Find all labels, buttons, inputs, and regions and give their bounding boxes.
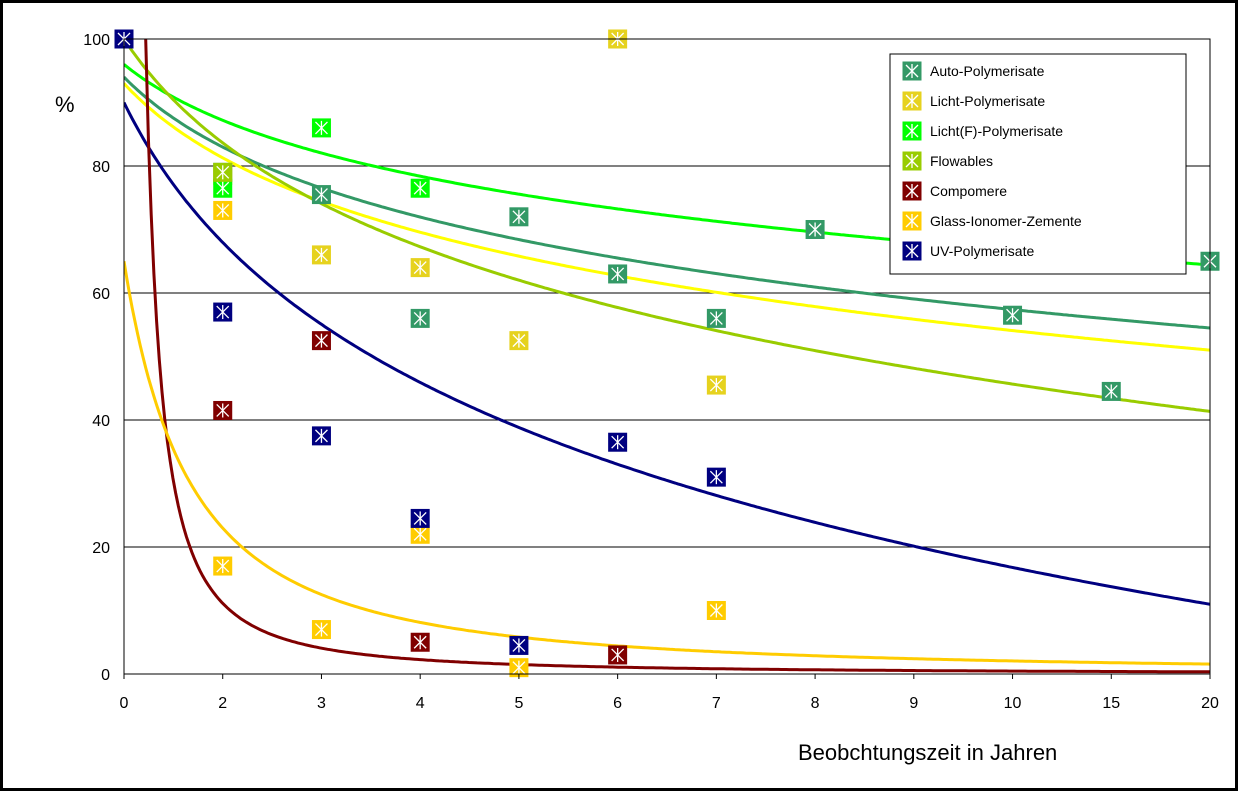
point-licht-polymerisate bbox=[311, 245, 331, 265]
legend-marker bbox=[902, 61, 922, 81]
y-tick-label: 100 bbox=[83, 32, 110, 49]
legend-label: UV-Polymerisate bbox=[930, 243, 1034, 259]
legend-label: Compomere bbox=[930, 183, 1007, 199]
trendline-glass-ionomer-zemente bbox=[124, 261, 1210, 666]
legend-item-licht-polymerisate: Licht-Polymerisate bbox=[902, 91, 1045, 111]
point-auto-polymerisate bbox=[1003, 305, 1023, 325]
y-axis-label: % bbox=[55, 92, 75, 117]
legend-item-flowables: Flowables bbox=[902, 151, 993, 171]
x-tick-label: 3 bbox=[317, 695, 326, 712]
legend-marker bbox=[902, 91, 922, 111]
x-tick-label: 5 bbox=[514, 695, 523, 712]
point-auto-polymerisate bbox=[311, 185, 331, 205]
x-tick-label: 4 bbox=[416, 695, 425, 712]
x-tick-label: 0 bbox=[120, 695, 129, 712]
legend-item-uv-polymerisate: UV-Polymerisate bbox=[902, 241, 1034, 261]
trendline-compomere bbox=[144, 39, 1210, 674]
legend-box bbox=[889, 53, 1187, 275]
legend-item-licht-f-polymerisate: Licht(F)-Polymerisate bbox=[902, 121, 1063, 141]
trendline-auto-polymerisate bbox=[124, 76, 1210, 330]
plot-area-border bbox=[123, 38, 1211, 675]
legend-label: Glass-Ionomer-Zemente bbox=[930, 213, 1082, 229]
legend-label: Licht-Polymerisate bbox=[930, 93, 1045, 109]
x-tick-label: 6 bbox=[613, 695, 622, 712]
point-uv-polymerisate bbox=[608, 432, 628, 452]
legend-marker bbox=[902, 181, 922, 201]
point-uv-polymerisate bbox=[213, 302, 233, 322]
x-tick-label: 10 bbox=[1004, 695, 1022, 712]
point-glass-ionomer-zemente bbox=[706, 601, 726, 620]
trendline-flowables bbox=[124, 39, 1210, 413]
point-compomere bbox=[410, 632, 430, 652]
point-licht-f-polymerisate bbox=[311, 118, 331, 138]
point-auto-polymerisate bbox=[608, 264, 628, 284]
legend: Auto-Polymerisate Licht-Polymerisate Licht… bbox=[889, 53, 1187, 275]
legend-marker bbox=[902, 121, 922, 141]
x-axis-label: Beobchtungszeit in Jahren bbox=[798, 740, 1057, 765]
legend-label: Flowables bbox=[930, 153, 993, 169]
point-compomere bbox=[213, 400, 233, 420]
legend-label: Auto-Polymerisate bbox=[930, 63, 1045, 79]
point-glass-ionomer-zemente bbox=[311, 620, 331, 640]
legend-marker bbox=[902, 211, 922, 231]
point-glass-ionomer-zemente bbox=[213, 200, 233, 220]
x-tick-label: 9 bbox=[909, 695, 918, 712]
point-auto-polymerisate bbox=[509, 207, 529, 227]
point-licht-polymerisate bbox=[509, 331, 529, 351]
legend-item-compomere: Compomere bbox=[902, 181, 1007, 201]
y-tick-label: 60 bbox=[92, 286, 110, 303]
y-tick-label: 0 bbox=[101, 667, 110, 684]
point-auto-polymerisate bbox=[706, 308, 726, 328]
legend-marker bbox=[902, 241, 922, 261]
axes: 0 20 40 60 80 100 0 2 3 4 5 6 7 8 9 10 15 20 bbox=[83, 32, 1219, 712]
point-uv-polymerisate bbox=[311, 426, 331, 446]
point-licht-f-polymerisate bbox=[213, 178, 233, 198]
point-glass-ionomer-zemente bbox=[509, 658, 529, 678]
y-tick-label: 40 bbox=[92, 413, 110, 430]
trendline-uv-polymerisate bbox=[124, 101, 1210, 606]
y-tick-label: 20 bbox=[92, 540, 110, 557]
x-tick-label: 2 bbox=[218, 695, 227, 712]
data-points bbox=[114, 29, 1220, 678]
point-compomere bbox=[311, 331, 331, 351]
point-uv-polymerisate bbox=[410, 508, 430, 528]
point-uv-polymerisate bbox=[509, 635, 529, 655]
point-licht-polymerisate bbox=[706, 375, 726, 395]
point-uv-polymerisate bbox=[706, 467, 726, 487]
point-auto-polymerisate bbox=[1101, 381, 1121, 401]
point-licht-polymerisate bbox=[410, 258, 430, 278]
x-tick-label: 20 bbox=[1201, 695, 1219, 712]
x-tick-label: 15 bbox=[1102, 695, 1120, 712]
point-glass-ionomer-zemente bbox=[410, 524, 430, 544]
x-tick-label: 7 bbox=[712, 695, 721, 712]
point-licht-f-polymerisate bbox=[410, 178, 430, 198]
point-auto-polymerisate bbox=[805, 220, 825, 239]
x-tick-label: 8 bbox=[811, 695, 820, 712]
point-flowables bbox=[213, 162, 233, 182]
legend-marker bbox=[902, 151, 922, 171]
legend-item-auto-polymerisate: Auto-Polymerisate bbox=[902, 61, 1045, 81]
point-compomere bbox=[608, 645, 628, 665]
point-glass-ionomer-zemente bbox=[213, 556, 233, 576]
legend-item-glass-ionomer-zemente: Glass-Ionomer-Zemente bbox=[902, 211, 1082, 231]
y-tick-label: 80 bbox=[92, 159, 110, 176]
point-auto-polymerisate bbox=[410, 308, 430, 328]
legend-label: Licht(F)-Polymerisate bbox=[930, 123, 1063, 139]
